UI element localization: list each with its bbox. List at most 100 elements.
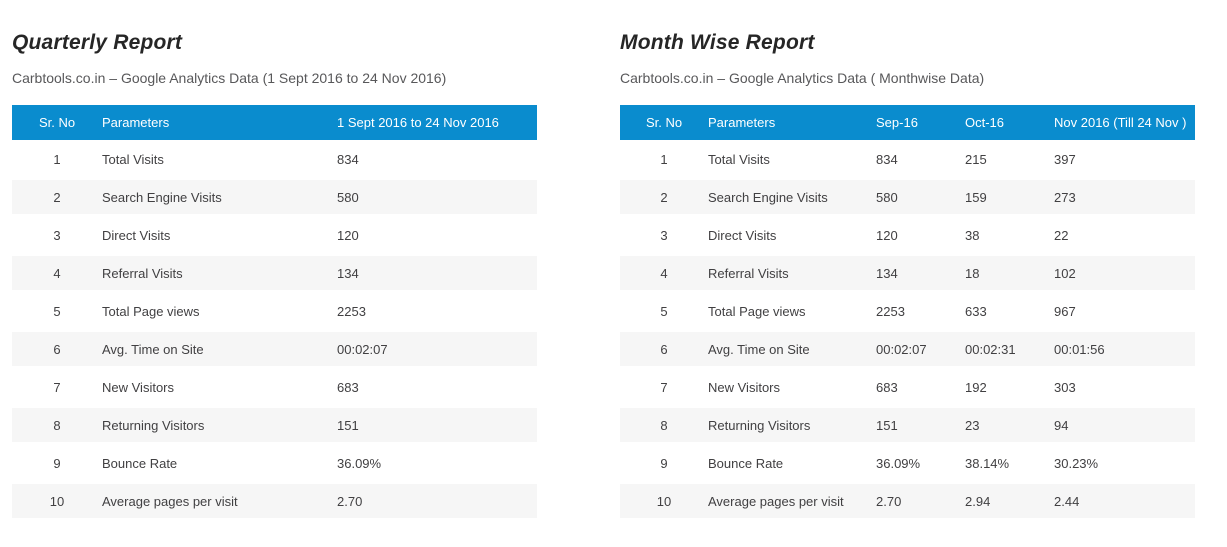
quarterly-report-table: Sr. No Parameters 1 Sept 2016 to 24 Nov 20… [12,105,537,520]
value-cell: 00:02:07 [337,341,388,357]
quarterly-report-title: Quarterly Report [12,31,183,54]
parameter-cell: Search Engine Visits [102,189,222,205]
value-cell: 2253 [876,303,905,319]
table-row: 10 Average pages per visit 2.70 [12,482,537,520]
value-cell: 00:02:31 [965,341,1016,357]
column-header: Sr. No [645,115,683,130]
column-header: Parameters [708,115,776,130]
parameter-cell: New Visitors [708,379,781,395]
value-cell: 2.94 [965,493,991,509]
table-row: 9 Bounce Rate 36.09% [12,444,537,482]
sr-no-cell: 10 [49,493,65,509]
value-cell: 683 [337,379,359,395]
table-row: 10 Average pages per visit 2.70 2.94 2.44 [620,482,1195,520]
value-cell: 38.14% [965,455,1010,471]
value-cell: 633 [965,303,987,319]
parameter-cell: Direct Visits [708,227,777,243]
value-cell: 30.23% [1054,455,1099,471]
sr-no-cell: 1 [660,151,668,167]
sr-no-cell: 7 [53,379,61,395]
value-cell: 94 [1054,417,1069,433]
parameter-cell: Returning Visitors [708,417,811,433]
value-cell: 38 [965,227,980,243]
value-cell: 834 [876,151,898,167]
value-cell: 00:02:07 [876,341,927,357]
value-cell: 151 [876,417,898,433]
parameter-cell: Average pages per visit [708,493,844,509]
parameter-cell: Bounce Rate [102,455,178,471]
table-row: 1 Total Visits 834 215 397 [620,140,1195,178]
table-row: 4 Referral Visits 134 18 102 [620,254,1195,292]
value-cell: 36.09% [876,455,921,471]
value-cell: 2.44 [1054,493,1080,509]
parameter-cell: Referral Visits [708,265,789,281]
table-row: 6 Avg. Time on Site 00:02:07 [12,330,537,368]
parameter-cell: Total Page views [708,303,806,319]
sr-no-cell: 5 [53,303,61,319]
column-header: 1 Sept 2016 to 24 Nov 2016 [337,115,499,130]
column-header: Oct-16 [965,115,1005,130]
monthwise-report-section: Month Wise Report Carbtools.co.in – Goog… [620,30,1195,520]
parameter-cell: Bounce Rate [708,455,784,471]
table-header-row: Sr. No Parameters Sep-16 Oct-16 Nov 2016 (Ti… [620,105,1195,140]
sr-no-cell: 10 [656,493,672,509]
value-cell: 2253 [337,303,366,319]
table-row: 5 Total Page views 2253 [12,292,537,330]
value-cell: 683 [876,379,898,395]
sr-no-cell: 4 [660,265,668,281]
sr-no-cell: 8 [53,417,61,433]
monthwise-report-table: Sr. No Parameters Sep-16 Oct-16 Nov 2016 (Ti… [620,105,1195,520]
value-cell: 215 [965,151,987,167]
sr-no-cell: 6 [660,341,668,357]
value-cell: 967 [1054,303,1076,319]
sr-no-cell: 1 [53,151,61,167]
value-cell: 18 [965,265,980,281]
table-row: 2 Search Engine Visits 580 159 273 [620,178,1195,216]
value-cell: 36.09% [337,455,382,471]
parameter-cell: Total Page views [102,303,200,319]
sr-no-cell: 9 [660,455,668,471]
value-cell: 580 [337,189,359,205]
sr-no-cell: 8 [660,417,668,433]
parameter-cell: Referral Visits [102,265,183,281]
table-row: 3 Direct Visits 120 38 22 [620,216,1195,254]
value-cell: 102 [1054,265,1076,281]
value-cell: 303 [1054,379,1076,395]
parameter-cell: Total Visits [102,151,164,167]
sr-no-cell: 5 [660,303,668,319]
parameter-cell: Direct Visits [102,227,171,243]
value-cell: 151 [337,417,359,433]
quarterly-report-section: Quarterly Report Carbtools.co.in – Googl… [12,30,537,520]
sr-no-cell: 7 [660,379,668,395]
parameter-cell: Search Engine Visits [708,189,828,205]
parameter-cell: Avg. Time on Site [102,341,204,357]
monthwise-report-title: Month Wise Report [620,31,815,54]
table-row: 8 Returning Visitors 151 23 94 [620,406,1195,444]
value-cell: 273 [1054,189,1076,205]
column-header: Sr. No [38,115,76,130]
value-cell: 120 [876,227,898,243]
parameter-cell: New Visitors [102,379,175,395]
parameter-cell: Avg. Time on Site [708,341,810,357]
sr-no-cell: 3 [53,227,61,243]
sr-no-cell: 9 [53,455,61,471]
monthwise-report-subtitle: Carbtools.co.in – Google Analytics Data … [620,70,985,86]
table-row: 3 Direct Visits 120 [12,216,537,254]
table-row: 9 Bounce Rate 36.09% 38.14% 30.23% [620,444,1195,482]
parameter-cell: Total Visits [708,151,770,167]
table-row: 4 Referral Visits 134 [12,254,537,292]
table-row: 8 Returning Visitors 151 [12,406,537,444]
sr-no-cell: 3 [660,227,668,243]
column-header: Nov 2016 (Till 24 Nov ) [1054,115,1187,130]
value-cell: 2.70 [876,493,902,509]
value-cell: 00:01:56 [1054,341,1105,357]
value-cell: 580 [876,189,898,205]
sr-no-cell: 6 [53,341,61,357]
table-row: 1 Total Visits 834 [12,140,537,178]
value-cell: 159 [965,189,987,205]
table-row: 7 New Visitors 683 [12,368,537,406]
value-cell: 134 [876,265,898,281]
value-cell: 120 [337,227,359,243]
value-cell: 22 [1054,227,1069,243]
column-header: Sep-16 [876,115,918,130]
